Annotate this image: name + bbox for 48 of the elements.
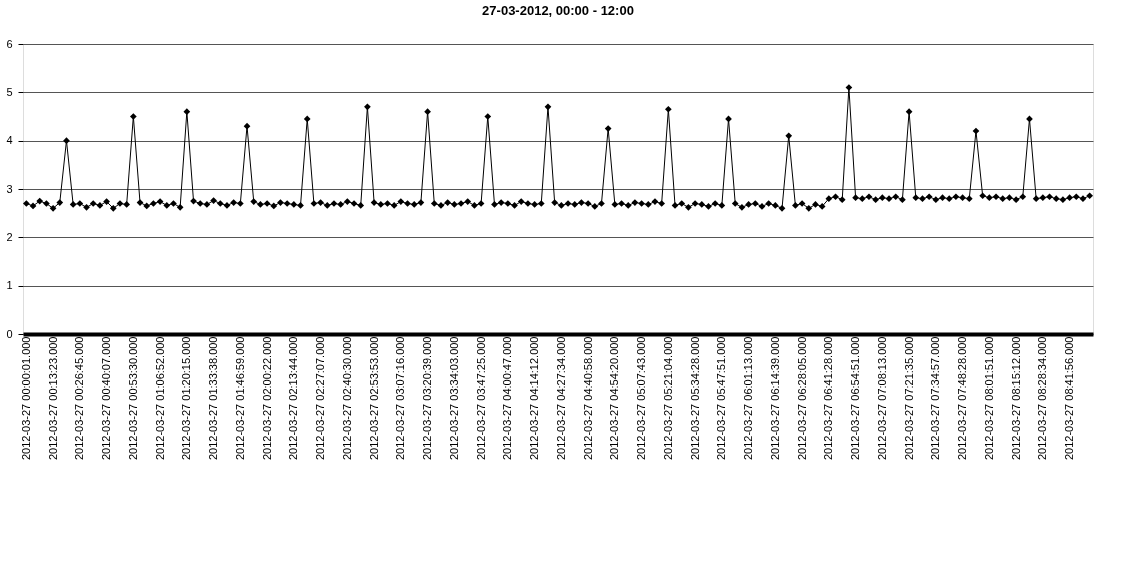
x-tick-label: 2012-03-27 04:27:34.000 [554,336,567,461]
x-tick-label: 2012-03-27 01:20:15.000 [180,336,193,461]
x-tick-label: 2012-03-27 05:47:51.000 [715,336,728,461]
chart-title: 27-03-2012, 00:00 - 12:00 [482,3,634,18]
x-tick-label: 2012-03-27 08:28:34.000 [1036,336,1049,461]
x-tick-label: 2012-03-27 03:07:16.000 [394,336,407,461]
x-tick-label: 2012-03-27 02:53:53.000 [367,336,380,461]
y-tick-label: 0 [6,327,13,340]
x-tick-label: 2012-03-27 04:00:47.000 [501,336,514,461]
x-tick-label: 2012-03-27 00:13:23.000 [46,336,59,461]
x-tick-label: 2012-03-27 06:28:05.000 [795,336,808,461]
x-tick-label: 2012-03-27 02:00:22.000 [260,336,273,461]
x-tick-label: 2012-03-27 06:54:51.000 [849,336,862,461]
x-tick-label: 2012-03-27 07:48:28.000 [956,336,969,461]
x-tick-label: 2012-03-27 03:34:03.000 [447,336,460,461]
x-tick-label: 2012-03-27 03:20:39.000 [421,336,434,461]
x-tick-label: 2012-03-27 04:54:20.000 [608,336,621,461]
x-tick-label: 2012-03-27 07:34:57.000 [929,336,942,461]
x-tick-label: 2012-03-27 06:01:13.000 [742,336,755,461]
x-tick-label: 2012-03-27 07:08:13.000 [875,336,888,461]
y-tick-label: 3 [6,182,13,195]
y-tick-label: 5 [6,85,13,98]
x-tick-label: 2012-03-27 03:47:25.000 [474,336,487,461]
x-tick-label: 2012-03-27 00:00:01.000 [19,336,32,461]
x-tick-label: 2012-03-27 08:41:56.000 [1063,336,1076,461]
x-tick-label: 2012-03-27 05:07:43.000 [635,336,648,461]
x-tick-label: 2012-03-27 02:27:07.000 [314,336,327,461]
y-tick-label: 6 [6,37,13,50]
x-tick-label: 2012-03-27 04:40:58.000 [581,336,594,461]
x-tick-label: 2012-03-27 04:14:12.000 [528,336,541,461]
x-tick-label: 2012-03-27 05:21:04.000 [661,336,674,461]
x-tick-label: 2012-03-27 07:21:35.000 [902,336,915,461]
x-tick-label: 2012-03-27 05:34:28.000 [688,336,701,461]
x-tick-label: 2012-03-27 01:33:38.000 [207,336,220,461]
x-tick-label: 2012-03-27 00:26:45.000 [73,336,86,461]
x-tick-label: 2012-03-27 01:46:59.000 [233,336,246,461]
x-tick-label: 2012-03-27 08:01:51.000 [982,336,995,461]
x-tick-label: 2012-03-27 01:06:52.000 [153,336,166,461]
y-tick-label: 1 [6,279,13,292]
x-tick-label: 2012-03-27 00:40:07.000 [100,336,113,461]
y-tick-label: 2 [6,230,13,243]
x-tick-label: 2012-03-27 02:13:44.000 [287,336,300,461]
x-tick-label: 2012-03-27 06:41:28.000 [822,336,835,461]
x-tick-label: 2012-03-27 00:53:30.000 [126,336,139,461]
x-tick-label: 2012-03-27 06:14:39.000 [768,336,781,461]
x-tick-label: 2012-03-27 08:15:12.000 [1009,336,1022,461]
x-tick-label: 2012-03-27 02:40:30.000 [340,336,353,461]
y-tick-label: 4 [6,134,13,147]
